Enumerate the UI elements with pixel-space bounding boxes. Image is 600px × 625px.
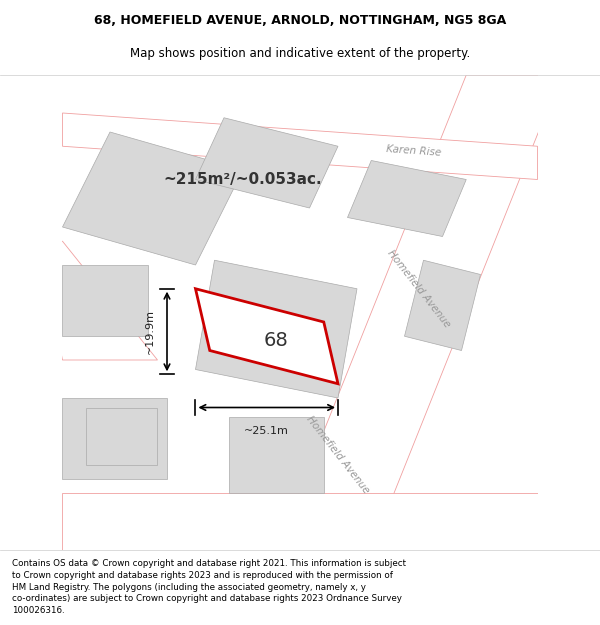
Polygon shape <box>229 417 324 493</box>
Polygon shape <box>39 241 157 360</box>
Polygon shape <box>62 113 538 179</box>
Text: 68: 68 <box>264 331 289 351</box>
Text: Contains OS data © Crown copyright and database right 2021. This information is : Contains OS data © Crown copyright and d… <box>12 559 406 615</box>
Polygon shape <box>347 161 466 236</box>
Text: Karen Rise: Karen Rise <box>386 144 442 158</box>
Text: ~215m²/~0.053ac.: ~215m²/~0.053ac. <box>164 172 322 187</box>
Polygon shape <box>62 493 538 550</box>
Text: ~25.1m: ~25.1m <box>244 426 289 436</box>
Polygon shape <box>196 289 338 384</box>
Text: Map shows position and indicative extent of the property.: Map shows position and indicative extent… <box>130 48 470 61</box>
Polygon shape <box>196 260 357 398</box>
Text: 68, HOMEFIELD AVENUE, ARNOLD, NOTTINGHAM, NG5 8GA: 68, HOMEFIELD AVENUE, ARNOLD, NOTTINGHAM… <box>94 14 506 28</box>
Polygon shape <box>62 265 148 336</box>
Polygon shape <box>62 398 167 479</box>
Polygon shape <box>404 260 481 351</box>
Text: ~19.9m: ~19.9m <box>145 309 155 354</box>
Text: Homefield Avenue: Homefield Avenue <box>305 414 371 496</box>
Polygon shape <box>276 75 561 550</box>
Polygon shape <box>62 132 243 265</box>
Polygon shape <box>196 118 338 208</box>
Text: Homefield Avenue: Homefield Avenue <box>385 248 452 329</box>
Polygon shape <box>86 408 157 464</box>
